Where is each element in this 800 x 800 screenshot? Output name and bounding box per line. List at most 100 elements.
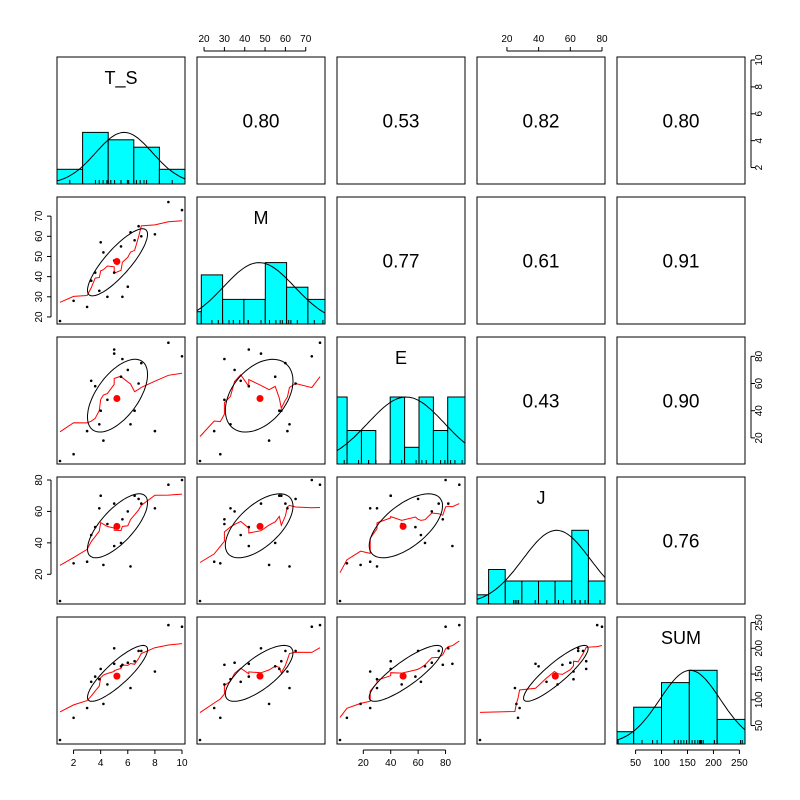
correlation-ellipse — [224, 644, 294, 702]
data-point — [233, 368, 236, 372]
data-point — [273, 541, 277, 545]
histogram-bar — [286, 286, 309, 325]
data-point — [294, 649, 297, 653]
tick-label: 50 — [630, 758, 642, 769]
tick-label: 6 — [125, 758, 131, 769]
histogram-bar — [661, 682, 690, 745]
panel-SUM-E — [336, 616, 466, 745]
data-point — [441, 663, 445, 667]
data-point — [126, 510, 130, 513]
correlation-ellipse — [87, 493, 148, 559]
data-point — [140, 502, 143, 505]
data-point — [112, 348, 116, 351]
density-curve — [56, 131, 186, 182]
data-point — [516, 716, 520, 720]
density-curve — [196, 262, 326, 314]
tick-label: 80 — [34, 474, 45, 486]
data-point — [106, 295, 109, 299]
panel-frame — [196, 616, 326, 745]
histogram-bar — [521, 580, 540, 605]
data-point — [112, 352, 116, 355]
correlation-value: 0.53 — [383, 112, 420, 133]
histogram-bar — [389, 396, 406, 465]
data-point — [102, 439, 105, 442]
data-point — [180, 478, 184, 482]
data-point — [437, 649, 441, 653]
data-point — [223, 357, 226, 361]
data-point — [133, 239, 136, 242]
data-point — [106, 398, 109, 402]
data-point — [167, 623, 170, 627]
variable-name-label: J — [537, 488, 546, 508]
data-point — [129, 686, 132, 690]
tick-label: 70 — [300, 34, 312, 45]
histogram-bar — [488, 569, 506, 605]
data-point — [98, 507, 101, 510]
data-point — [584, 659, 588, 663]
data-point — [389, 659, 393, 663]
data-point — [58, 738, 62, 742]
panel-J-E — [336, 476, 466, 605]
correlation-ellipse — [224, 358, 294, 433]
tick-label: 8 — [754, 84, 765, 90]
panel-frame — [56, 616, 186, 745]
data-point — [58, 599, 62, 603]
tick-label: 150 — [679, 758, 696, 769]
tick-label: 80 — [596, 34, 608, 45]
tick-label: 250 — [754, 614, 765, 631]
data-point — [119, 245, 123, 248]
data-point — [137, 382, 140, 385]
smooth-line — [199, 647, 321, 714]
panel-frame — [336, 476, 466, 605]
data-point — [515, 702, 518, 706]
panel-frame — [336, 196, 466, 325]
density-curve — [336, 396, 466, 452]
data-point — [444, 478, 447, 482]
data-point — [375, 565, 379, 568]
panel-E-E: E — [336, 336, 466, 465]
data-point — [267, 702, 271, 706]
panel-M-E: 0.77 — [336, 196, 466, 325]
panel-frame — [196, 336, 326, 465]
data-point — [93, 271, 97, 274]
data-point — [294, 497, 297, 501]
data-point — [102, 702, 105, 706]
correlation-ellipse — [224, 493, 294, 559]
data-point — [280, 494, 283, 498]
tick-label: 40 — [34, 271, 45, 283]
data-point — [153, 670, 157, 673]
data-point — [223, 663, 226, 667]
tick-label: 20 — [34, 311, 45, 323]
data-point — [72, 299, 75, 303]
data-point — [89, 533, 93, 537]
panel-SUM-SUM: SUM — [616, 616, 746, 745]
smooth-line — [199, 504, 321, 563]
data-point — [112, 271, 116, 274]
histogram-bar — [432, 430, 449, 465]
data-point — [72, 452, 75, 456]
data-point — [93, 384, 97, 388]
data-point — [280, 659, 283, 663]
data-point — [561, 663, 564, 667]
data-point — [247, 544, 251, 548]
variable-name-label: E — [395, 348, 407, 368]
data-point — [572, 677, 575, 681]
data-point — [219, 716, 222, 720]
density-curve — [616, 669, 746, 741]
data-point — [98, 423, 101, 426]
tick-label: 8 — [152, 758, 158, 769]
data-point — [416, 649, 420, 653]
histogram-bar — [243, 298, 266, 325]
data-point — [414, 675, 417, 678]
panel-M-SUM: 0.91 — [616, 196, 746, 325]
data-point — [288, 423, 291, 426]
panel-J-T_S — [56, 476, 186, 605]
correlation-ellipse — [523, 644, 589, 702]
smooth-line — [479, 645, 603, 713]
data-point — [447, 502, 450, 505]
data-point — [259, 352, 263, 355]
data-point — [284, 361, 287, 365]
data-point — [441, 518, 445, 521]
data-point — [119, 541, 123, 545]
tick-label: 60 — [754, 378, 765, 390]
